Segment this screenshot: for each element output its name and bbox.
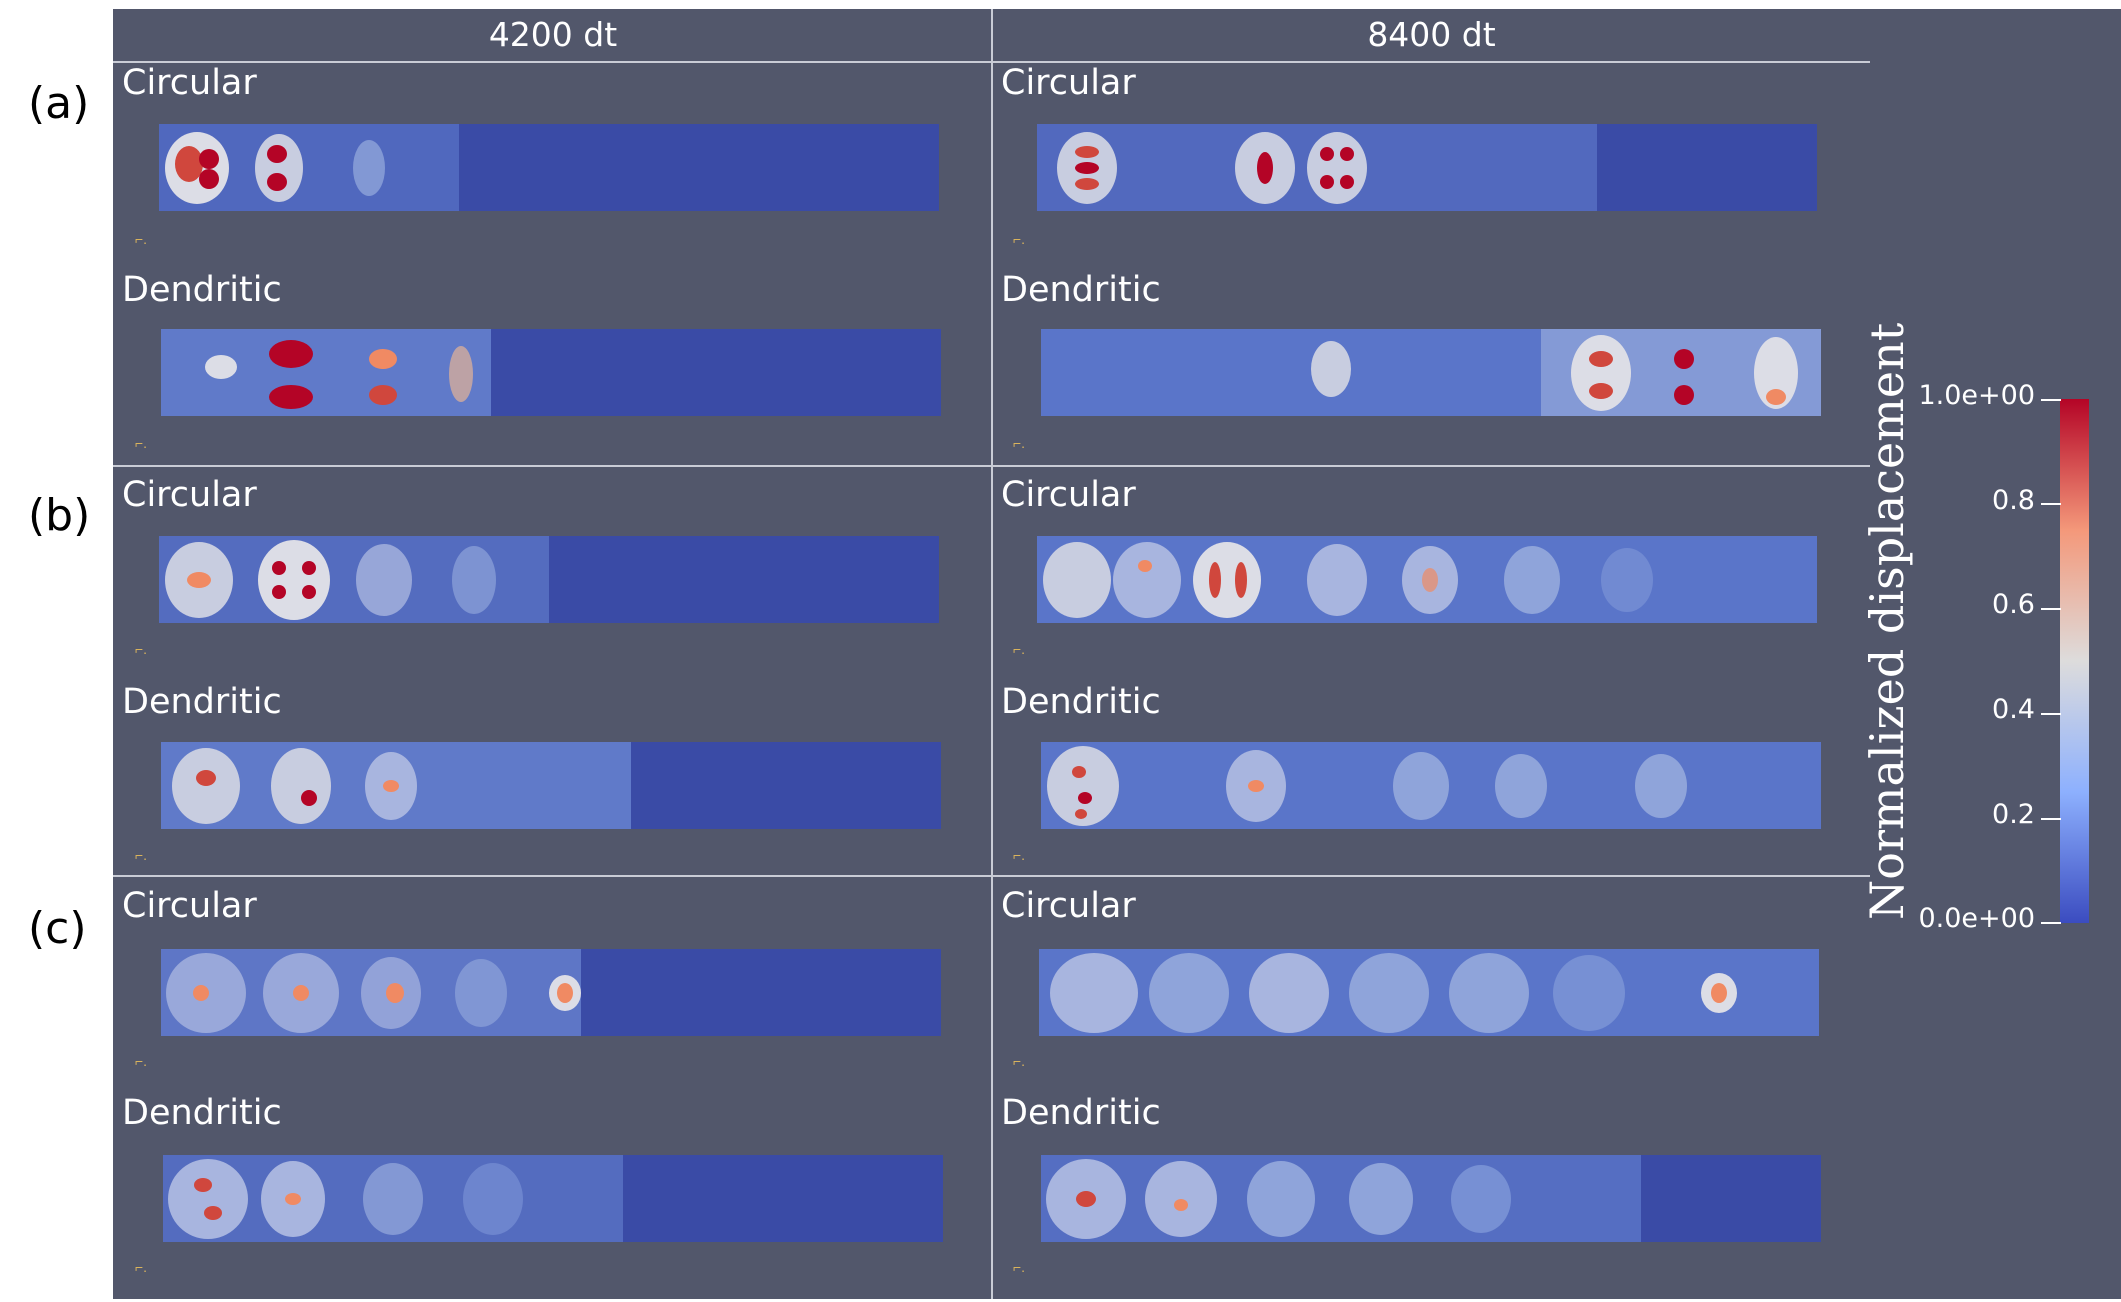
- colorbar-tick-label: 0.0e+00: [1918, 903, 2035, 934]
- panel-label: Dendritic: [1001, 1093, 1161, 1133]
- axes-indicator: ⌐.: [135, 1053, 148, 1069]
- axes-indicator: ⌐.: [1013, 435, 1026, 451]
- panel-label: Circular: [122, 475, 257, 515]
- colorbar-tick-label: 0.2: [1992, 799, 2035, 830]
- colorbar-tick: [2041, 608, 2061, 610]
- axes-indicator: ⌐.: [135, 231, 148, 247]
- panel-label: Circular: [122, 63, 257, 103]
- axes-indicator: ⌐.: [1013, 847, 1026, 863]
- row-label-b: (b): [28, 490, 91, 541]
- panel-label: Circular: [1001, 886, 1136, 926]
- displacement-field-b-8400-circular: [1037, 536, 1817, 623]
- colorbar-tick-label: 0.6: [1992, 589, 2035, 620]
- row-label-a: (a): [28, 78, 90, 129]
- displacement-field-a-4200-circular: [159, 124, 939, 211]
- panel-label: Dendritic: [122, 682, 282, 722]
- row-label-c: (c): [28, 903, 87, 954]
- colorbar-title: Normalized displacement: [1860, 322, 1914, 920]
- panel-label: Dendritic: [122, 1093, 282, 1133]
- colorbar-tick: [2041, 713, 2061, 715]
- panel-label: Dendritic: [122, 270, 282, 310]
- axes-indicator: ⌐.: [135, 847, 148, 863]
- axes-indicator: ⌐.: [1013, 641, 1026, 657]
- displacement-field-a-4200-dendritic: [161, 329, 941, 416]
- colorbar-tick-label: 1.0e+00: [1918, 380, 2035, 411]
- panel-label: Circular: [1001, 63, 1136, 103]
- panel-label: Dendritic: [1001, 682, 1161, 722]
- displacement-field-c-4200-dendritic: [163, 1155, 943, 1242]
- colorbar-tick: [2041, 922, 2061, 924]
- displacement-field-c-8400-dendritic: [1041, 1155, 1821, 1242]
- axes-indicator: ⌐.: [135, 641, 148, 657]
- colorbar-tick-label: 0.8: [1992, 485, 2035, 516]
- displacement-field-b-8400-dendritic: [1041, 742, 1821, 829]
- axes-indicator: ⌐.: [135, 1259, 148, 1275]
- displacement-field-b-4200-circular: [159, 536, 939, 623]
- panel-label: Circular: [1001, 475, 1136, 515]
- colorbar-tick-label: 0.4: [1992, 694, 2035, 725]
- axes-indicator: ⌐.: [1013, 1053, 1026, 1069]
- colorbar-tick: [2041, 503, 2061, 505]
- axes-indicator: ⌐.: [135, 435, 148, 451]
- colorbar-gradient: [2060, 399, 2089, 923]
- panel-label: Circular: [122, 886, 257, 926]
- panel-label: Dendritic: [1001, 270, 1161, 310]
- column-divider: [991, 9, 993, 1299]
- axes-indicator: ⌐.: [1013, 231, 1026, 247]
- displacement-field-a-8400-dendritic: [1041, 329, 1821, 416]
- displacement-field-b-4200-dendritic: [161, 742, 941, 829]
- figure-frame: 4200 dt 8400 dt Circular ⌐. Dendritic ⌐.…: [113, 9, 1870, 1299]
- displacement-field-c-4200-circular: [161, 949, 941, 1036]
- colorbar-tick: [2041, 399, 2061, 401]
- column-header-8400: 8400 dt: [1367, 15, 1496, 54]
- column-header-4200: 4200 dt: [488, 15, 618, 54]
- displacement-field-a-8400-circular: [1037, 124, 1817, 211]
- colorbar-tick: [2041, 818, 2061, 820]
- axes-indicator: ⌐.: [1013, 1259, 1026, 1275]
- displacement-field-c-8400-circular: [1039, 949, 1819, 1036]
